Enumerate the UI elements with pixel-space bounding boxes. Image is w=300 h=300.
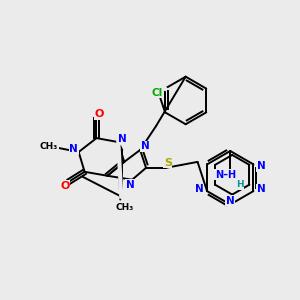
Text: N–H: N–H bbox=[215, 170, 236, 180]
Text: N: N bbox=[118, 134, 127, 144]
Text: N: N bbox=[226, 196, 235, 206]
Text: N: N bbox=[126, 180, 135, 190]
Text: H: H bbox=[236, 180, 244, 189]
Text: N: N bbox=[195, 184, 203, 194]
Text: Cl: Cl bbox=[152, 88, 163, 98]
Text: O: O bbox=[60, 181, 70, 191]
Text: O: O bbox=[95, 109, 104, 119]
Text: N: N bbox=[141, 141, 149, 151]
Text: N: N bbox=[69, 144, 78, 154]
Text: N: N bbox=[257, 161, 266, 171]
Text: CH₃: CH₃ bbox=[40, 142, 58, 151]
Text: S: S bbox=[164, 158, 172, 168]
Text: CH₃: CH₃ bbox=[115, 203, 134, 212]
Text: N: N bbox=[257, 184, 266, 194]
